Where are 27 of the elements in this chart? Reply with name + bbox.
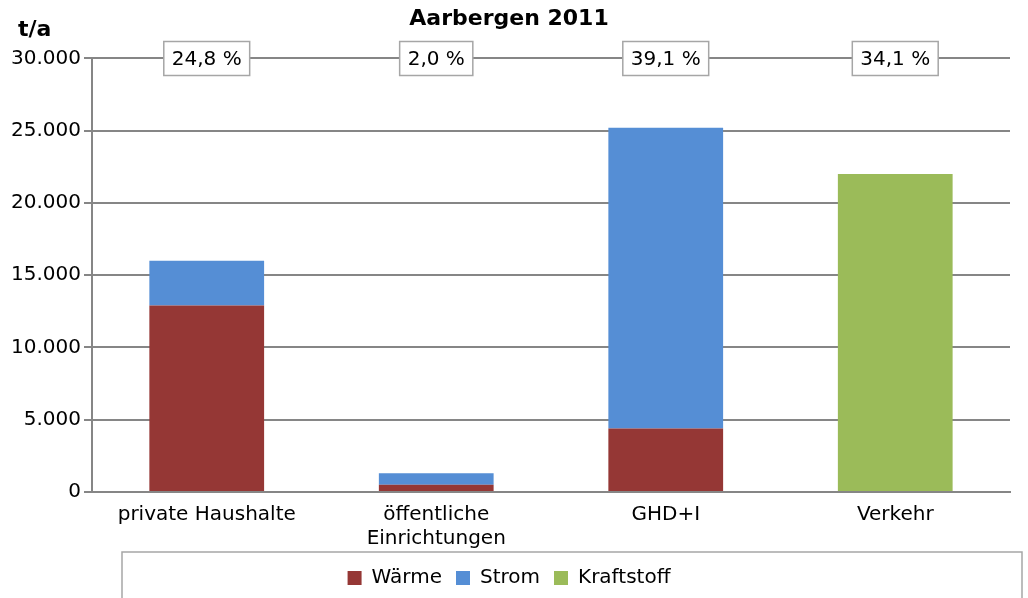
- y-tick-label: 25.000: [11, 116, 81, 141]
- y-tick-label: 20.000: [11, 189, 81, 214]
- y-tick-label: 15.000: [11, 261, 81, 286]
- y-tick-label: 0: [68, 478, 81, 503]
- bar: [149, 260, 265, 306]
- legend-label: Kraftstoff: [578, 564, 672, 589]
- y-tick-label: 5.000: [23, 405, 81, 430]
- bar: [378, 484, 494, 491]
- bar: [608, 127, 724, 429]
- bar: [378, 473, 494, 485]
- y-tick-label: 10.000: [11, 333, 81, 358]
- annotation: 39,1 %: [630, 45, 701, 70]
- x-tick-label: GHD+I: [631, 501, 701, 526]
- y-tick-label: 30.000: [11, 44, 81, 69]
- legend-label: Wärme: [371, 564, 442, 589]
- annotation: 2,0 %: [407, 45, 465, 70]
- legend-label: Strom: [479, 564, 541, 589]
- bar: [149, 305, 265, 491]
- bar: [837, 174, 953, 491]
- annotation: 34,1 %: [860, 45, 931, 70]
- x-tick-label: Verkehr: [856, 501, 935, 526]
- chart-title: Aarbergen 2011: [409, 4, 609, 30]
- y-axis-title: t/a: [18, 15, 52, 41]
- bar: [608, 428, 724, 491]
- annotation: 24,8 %: [171, 45, 242, 70]
- x-tick-label: öffentliche Einrichtungen: [366, 501, 506, 550]
- x-tick-label: private Haushalte: [117, 501, 296, 526]
